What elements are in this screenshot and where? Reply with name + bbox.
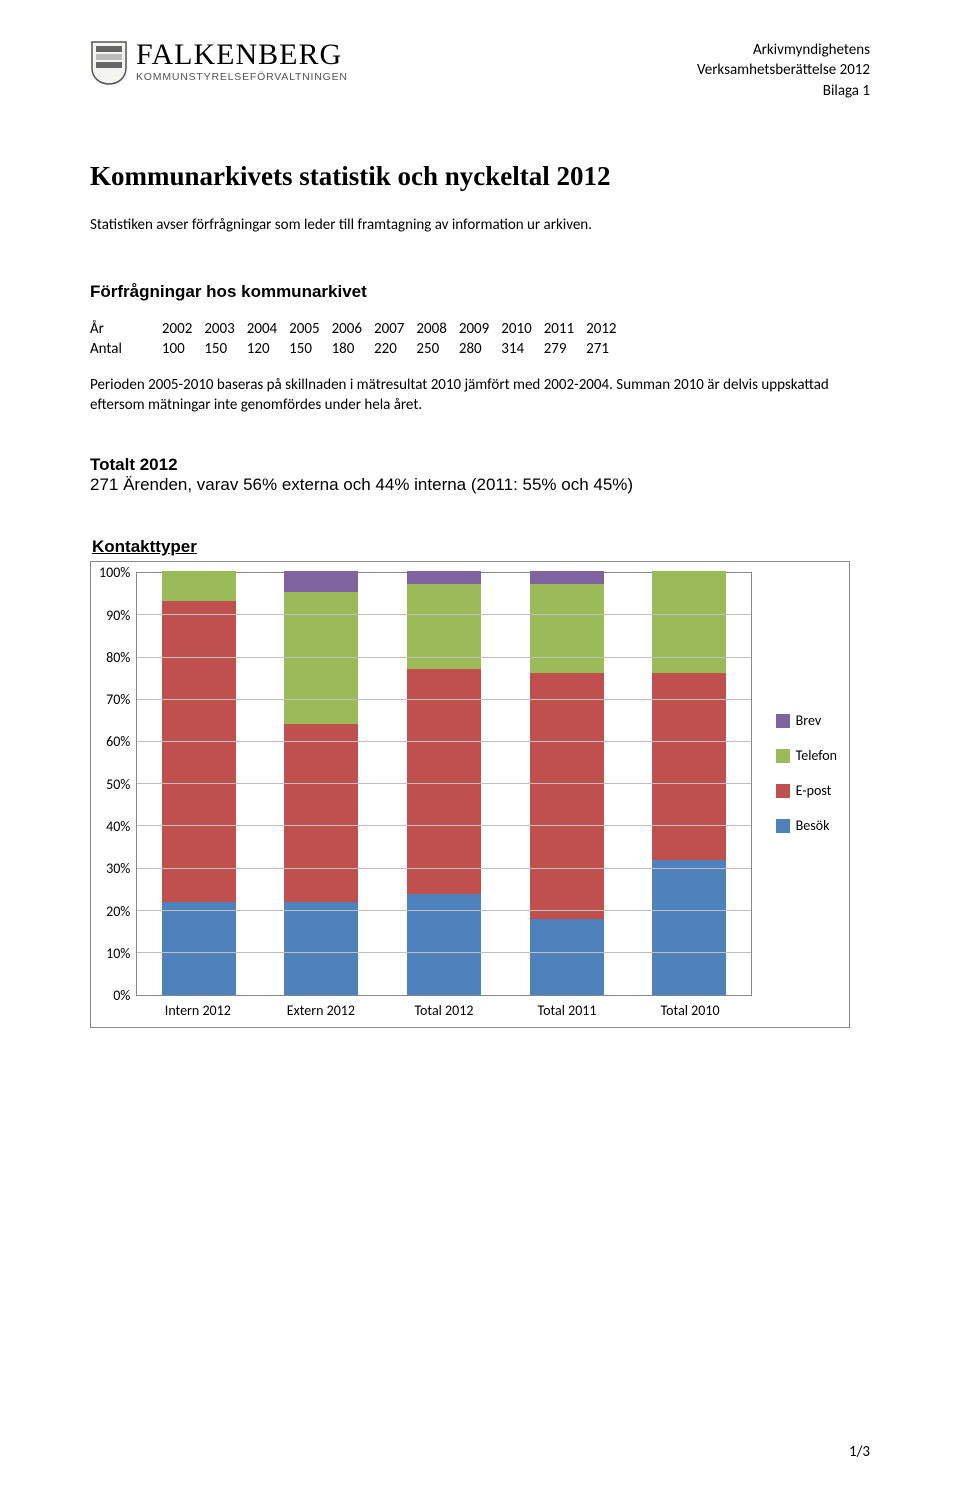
org-subtitle: KOMMUNSTYRELSEFÖRVALTNINGEN <box>136 72 348 83</box>
table-cell: 2008 <box>416 320 458 340</box>
y-tick-label: 60% <box>106 733 130 750</box>
total-body: 271 Ärenden, varav 56% externa och 44% i… <box>90 475 870 495</box>
y-tick-label: 10% <box>106 945 130 962</box>
x-tick-label: Total 2011 <box>530 1002 604 1019</box>
chart-legend: Brev Telefon E-post Besök <box>776 712 837 834</box>
legend-swatch <box>776 819 790 833</box>
table-cell: 314 <box>501 340 543 360</box>
table-cell: 2006 <box>332 320 374 340</box>
bar-segment <box>530 571 604 584</box>
table-cell: 2010 <box>501 320 543 340</box>
bar-segment <box>530 919 604 995</box>
table-cell: 100 <box>162 340 204 360</box>
table-row-label: År <box>90 320 162 340</box>
legend-item: Brev <box>776 712 837 729</box>
bar-segment <box>407 669 481 894</box>
bar-segment <box>284 902 358 995</box>
x-tick-label: Total 2012 <box>407 1002 481 1019</box>
table-cell: 150 <box>204 340 246 360</box>
y-tick-label: 20% <box>106 903 130 920</box>
y-tick-label: 30% <box>106 860 130 877</box>
chart-title: Kontakttyper <box>92 537 870 557</box>
shield-icon <box>90 40 128 86</box>
legend-label: Telefon <box>796 747 837 764</box>
chart-container: 100% 90% 80% 70% 60% 50% 40% 30% 20% 10% 0% Intern… <box>90 561 850 1028</box>
page-number: 1/3 <box>849 1443 870 1461</box>
chart-plot-area <box>136 572 751 996</box>
table-cell: 2003 <box>204 320 246 340</box>
bar-segment <box>652 860 726 996</box>
legend-swatch <box>776 749 790 763</box>
table-cell: 150 <box>289 340 331 360</box>
x-tick-label: Total 2010 <box>653 1002 727 1019</box>
logo-block: FALKENBERG KOMMUNSTYRELSEFÖRVALTNINGEN <box>90 40 348 86</box>
table-cell: 2012 <box>586 320 628 340</box>
y-tick-label: 100% <box>99 564 130 581</box>
header-right: Arkivmyndighetens Verksamhetsberättelse … <box>697 40 870 101</box>
inquiries-table: År20022003200420052006200720082009201020… <box>90 320 629 360</box>
chart-y-axis: 100% 90% 80% 70% 60% 50% 40% 30% 20% 10% 0% <box>99 564 136 1004</box>
legend-item: Telefon <box>776 747 837 764</box>
header-line-1: Arkivmyndighetens <box>697 40 870 60</box>
y-tick-label: 40% <box>106 818 130 835</box>
table-row-label: Antal <box>90 340 162 360</box>
table-cell: 279 <box>544 340 586 360</box>
legend-swatch <box>776 714 790 728</box>
table-cell: 180 <box>332 340 374 360</box>
table-cell: 250 <box>416 340 458 360</box>
y-tick-label: 70% <box>106 691 130 708</box>
bar-segment <box>407 571 481 584</box>
table-cell: 2004 <box>247 320 289 340</box>
legend-label: Brev <box>796 712 822 729</box>
page-header: FALKENBERG KOMMUNSTYRELSEFÖRVALTNINGEN A… <box>90 40 870 101</box>
period-note: Perioden 2005-2010 baseras på skillnaden… <box>90 375 870 416</box>
header-line-2: Verksamhetsberättelse 2012 <box>697 60 870 80</box>
bar-segment <box>162 902 236 995</box>
legend-item: E-post <box>776 782 837 799</box>
bar-segment <box>407 894 481 996</box>
y-tick-label: 80% <box>106 649 130 666</box>
table-cell: 2011 <box>544 320 586 340</box>
total-heading: Totalt 2012 <box>90 455 870 475</box>
chart-x-axis: Intern 2012 Extern 2012 Total 2012 Total 20… <box>136 1002 751 1019</box>
bar-segment <box>162 571 236 601</box>
table-cell: 2002 <box>162 320 204 340</box>
y-tick-label: 0% <box>113 987 130 1004</box>
bar-segment <box>284 571 358 592</box>
y-tick-label: 50% <box>106 776 130 793</box>
y-tick-label: 90% <box>106 607 130 624</box>
bar-segment <box>284 724 358 902</box>
legend-label: Besök <box>796 817 830 834</box>
bar-segment <box>530 584 604 673</box>
table-cell: 280 <box>459 340 501 360</box>
table-cell: 2009 <box>459 320 501 340</box>
page-title: Kommunarkivets statistik och nyckeltal 2… <box>90 161 870 192</box>
legend-swatch <box>776 784 790 798</box>
x-tick-label: Intern 2012 <box>161 1002 235 1019</box>
bar-segment <box>652 673 726 860</box>
bar-segment <box>284 592 358 723</box>
table-cell: 2007 <box>374 320 416 340</box>
bar-segment <box>530 673 604 919</box>
table-cell: 220 <box>374 340 416 360</box>
table-cell: 271 <box>586 340 628 360</box>
org-name: FALKENBERG <box>136 40 348 70</box>
bar-segment <box>652 571 726 673</box>
section-heading-inquiries: Förfrågningar hos kommunarkivet <box>90 282 870 302</box>
bar-segment <box>162 601 236 902</box>
intro-paragraph: Statistiken avser förfrågningar som lede… <box>90 216 870 234</box>
table-cell: 2005 <box>289 320 331 340</box>
header-line-3: Bilaga 1 <box>697 81 870 101</box>
legend-item: Besök <box>776 817 837 834</box>
legend-label: E-post <box>796 782 832 799</box>
table-cell: 120 <box>247 340 289 360</box>
x-tick-label: Extern 2012 <box>284 1002 358 1019</box>
